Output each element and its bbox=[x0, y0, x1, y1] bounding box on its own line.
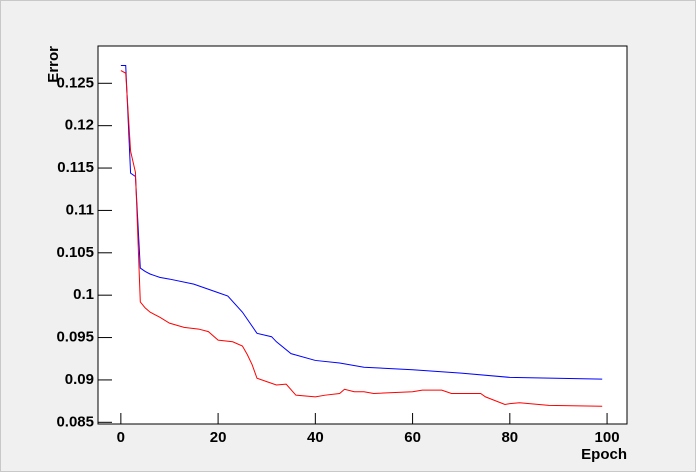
plot-frame bbox=[97, 45, 628, 425]
series-line bbox=[120, 64, 603, 380]
x-tick-label: 0 bbox=[117, 429, 125, 446]
x-tick-label: 80 bbox=[501, 429, 518, 446]
y-tick-label: 0.1 bbox=[73, 286, 94, 303]
x-tick-label: 20 bbox=[210, 429, 227, 446]
y-tick-label: 0.09 bbox=[65, 371, 94, 388]
x-tick-label: 100 bbox=[595, 429, 620, 446]
y-tick-label: 0.085 bbox=[56, 413, 94, 430]
y-tick-label: 0.105 bbox=[56, 244, 94, 261]
y-tick-label: 0.11 bbox=[66, 201, 94, 218]
series-line bbox=[120, 70, 603, 407]
x-tick-label: 40 bbox=[307, 429, 324, 446]
y-tick-label: 0.095 bbox=[56, 329, 94, 346]
y-tick-label: 0.115 bbox=[57, 159, 94, 176]
x-tick-label: 60 bbox=[404, 429, 421, 446]
y-tick-label: 0.125 bbox=[56, 74, 94, 91]
y-tick-label: 0.12 bbox=[65, 117, 94, 134]
x-axis-title: Epoch bbox=[581, 446, 627, 463]
y-axis-title: Error bbox=[45, 46, 62, 83]
